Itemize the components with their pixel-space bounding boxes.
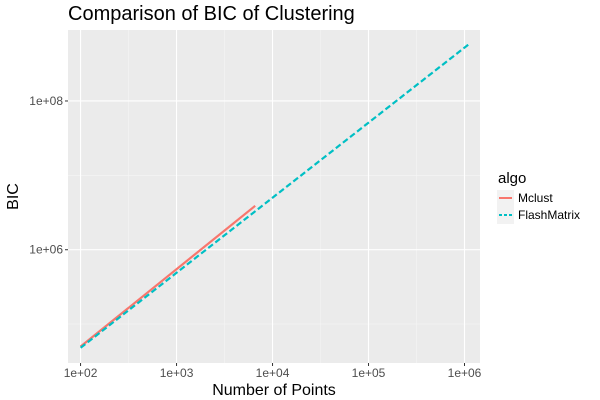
x-tick-label: 1e+04 — [256, 366, 290, 380]
x-axis: 1e+02 1e+03 1e+04 1e+05 1e+06 — [64, 363, 482, 380]
x-tick-label: 1e+06 — [448, 366, 482, 380]
y-axis-title: BIC — [5, 183, 22, 210]
major-gridlines — [68, 30, 480, 363]
x-tick-label: 1e+05 — [352, 366, 386, 380]
y-axis: 1e+06 1e+08 — [29, 94, 68, 257]
x-tick-label: 1e+03 — [160, 366, 194, 380]
series-layer — [79, 43, 470, 349]
legend: Mclust FlashMatrix — [497, 190, 580, 224]
x-axis-title: Number of Points — [212, 382, 336, 399]
series-line-flashmatrix — [79, 43, 470, 349]
chart-title: Comparison of BIC of Clustering — [68, 3, 355, 25]
legend-label: FlashMatrix — [518, 208, 580, 222]
legend-label: Mclust — [518, 191, 553, 205]
y-tick-label: 1e+06 — [29, 243, 63, 257]
x-tick-label: 1e+02 — [64, 366, 98, 380]
series-line-mclust — [79, 204, 256, 348]
y-tick-label: 1e+08 — [29, 94, 63, 108]
legend-title: algo — [498, 170, 526, 187]
